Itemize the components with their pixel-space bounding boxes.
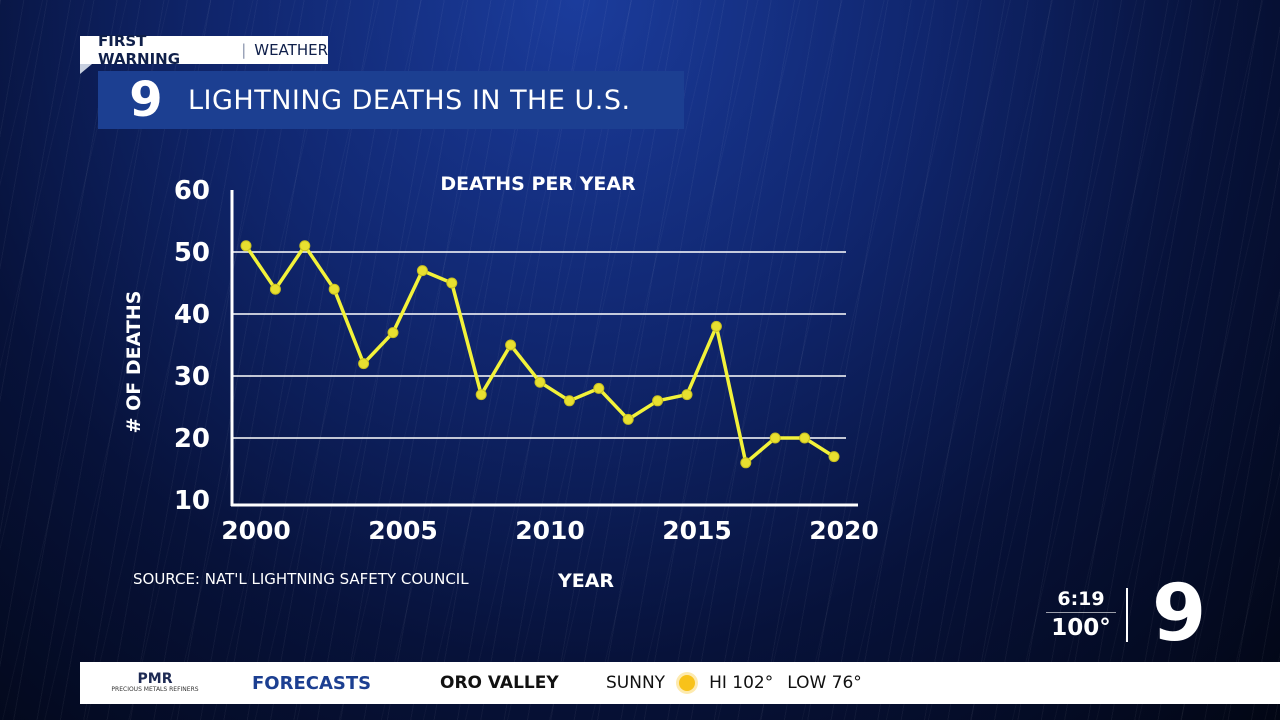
data-point	[358, 358, 370, 370]
y-axis-label: # OF DEATHS	[123, 291, 145, 434]
chart-title: DEATHS PER YEAR	[440, 173, 636, 195]
data-point	[240, 240, 252, 252]
y-tick-label: 10	[174, 486, 210, 516]
current-temperature: 100°	[1051, 615, 1111, 641]
ticker-location: ORO VALLEY	[440, 673, 559, 693]
grid-lines	[233, 251, 846, 439]
data-point	[828, 451, 840, 463]
series-deaths	[240, 240, 840, 469]
tag-separator: |	[241, 41, 247, 59]
ticker-low: LOW 76°	[787, 673, 862, 693]
y-tick-label: 30	[174, 362, 210, 392]
corner-divider	[1126, 588, 1128, 642]
y-tick-label: 20	[174, 424, 210, 454]
sponsor-logo: PMR PRECIOUS METALS REFINERS	[80, 672, 230, 694]
first-warning-tag: FIRST WARNING | WEATHER	[80, 32, 328, 68]
data-point	[475, 389, 487, 401]
clock-time: 6:19	[1046, 588, 1116, 613]
sponsor-subtitle: PRECIOUS METALS REFINERS	[111, 686, 199, 693]
data-point	[799, 432, 811, 444]
data-point	[416, 265, 428, 277]
data-point	[593, 382, 605, 394]
time-temp-block: 6:19 100°	[1046, 588, 1116, 643]
channel-logo: 9	[129, 72, 163, 128]
series-line	[244, 244, 835, 465]
tag-fold	[80, 64, 92, 74]
data-point	[710, 320, 722, 332]
y-tick-label: 60	[174, 176, 210, 206]
data-point	[652, 395, 664, 407]
data-point	[446, 277, 458, 289]
tag-first-warning: FIRST WARNING	[98, 32, 181, 68]
data-point	[534, 376, 546, 388]
x-tick-label: 2000	[221, 516, 291, 545]
data-point	[769, 432, 781, 444]
corner-channel-logo: 9	[1152, 569, 1207, 659]
data-point	[328, 283, 340, 295]
x-tick-label: 2010	[515, 516, 585, 545]
data-point	[505, 339, 517, 351]
axes	[230, 190, 858, 507]
data-point	[740, 457, 752, 469]
title-bar: 9 LIGHTNING DEATHS IN THE U.S.	[98, 71, 684, 129]
sponsor-name: PMR	[137, 671, 173, 687]
ticker-high: HI 102°	[709, 673, 774, 693]
data-point	[269, 283, 281, 295]
y-tick-label: 50	[174, 238, 210, 268]
data-point	[299, 240, 311, 252]
ticker-condition: SUNNY	[606, 673, 666, 693]
forecast-ticker: PMR PRECIOUS METALS REFINERS FORECASTS O…	[80, 662, 1280, 704]
data-point	[622, 413, 634, 425]
y-tick-labels: 10 20 30 40 50 60	[174, 176, 210, 516]
source-note: SOURCE: NAT'L LIGHTNING SAFETY COUNCIL	[133, 570, 469, 588]
page-title: LIGHTNING DEATHS IN THE U.S.	[188, 84, 631, 116]
x-tick-label: 2005	[368, 516, 438, 545]
data-point	[681, 389, 693, 401]
x-axis-label: YEAR	[557, 570, 614, 592]
data-point	[563, 395, 575, 407]
tag-weather: WEATHER	[254, 41, 328, 59]
x-tick-labels: 2000 2005 2010 2015 2020	[221, 516, 879, 545]
y-tick-label: 40	[174, 300, 210, 330]
x-tick-label: 2015	[662, 516, 732, 545]
sun-icon	[679, 675, 696, 691]
x-tick-label: 2020	[809, 516, 879, 545]
ticker-section-label: FORECASTS	[252, 672, 372, 694]
data-point	[387, 327, 399, 339]
